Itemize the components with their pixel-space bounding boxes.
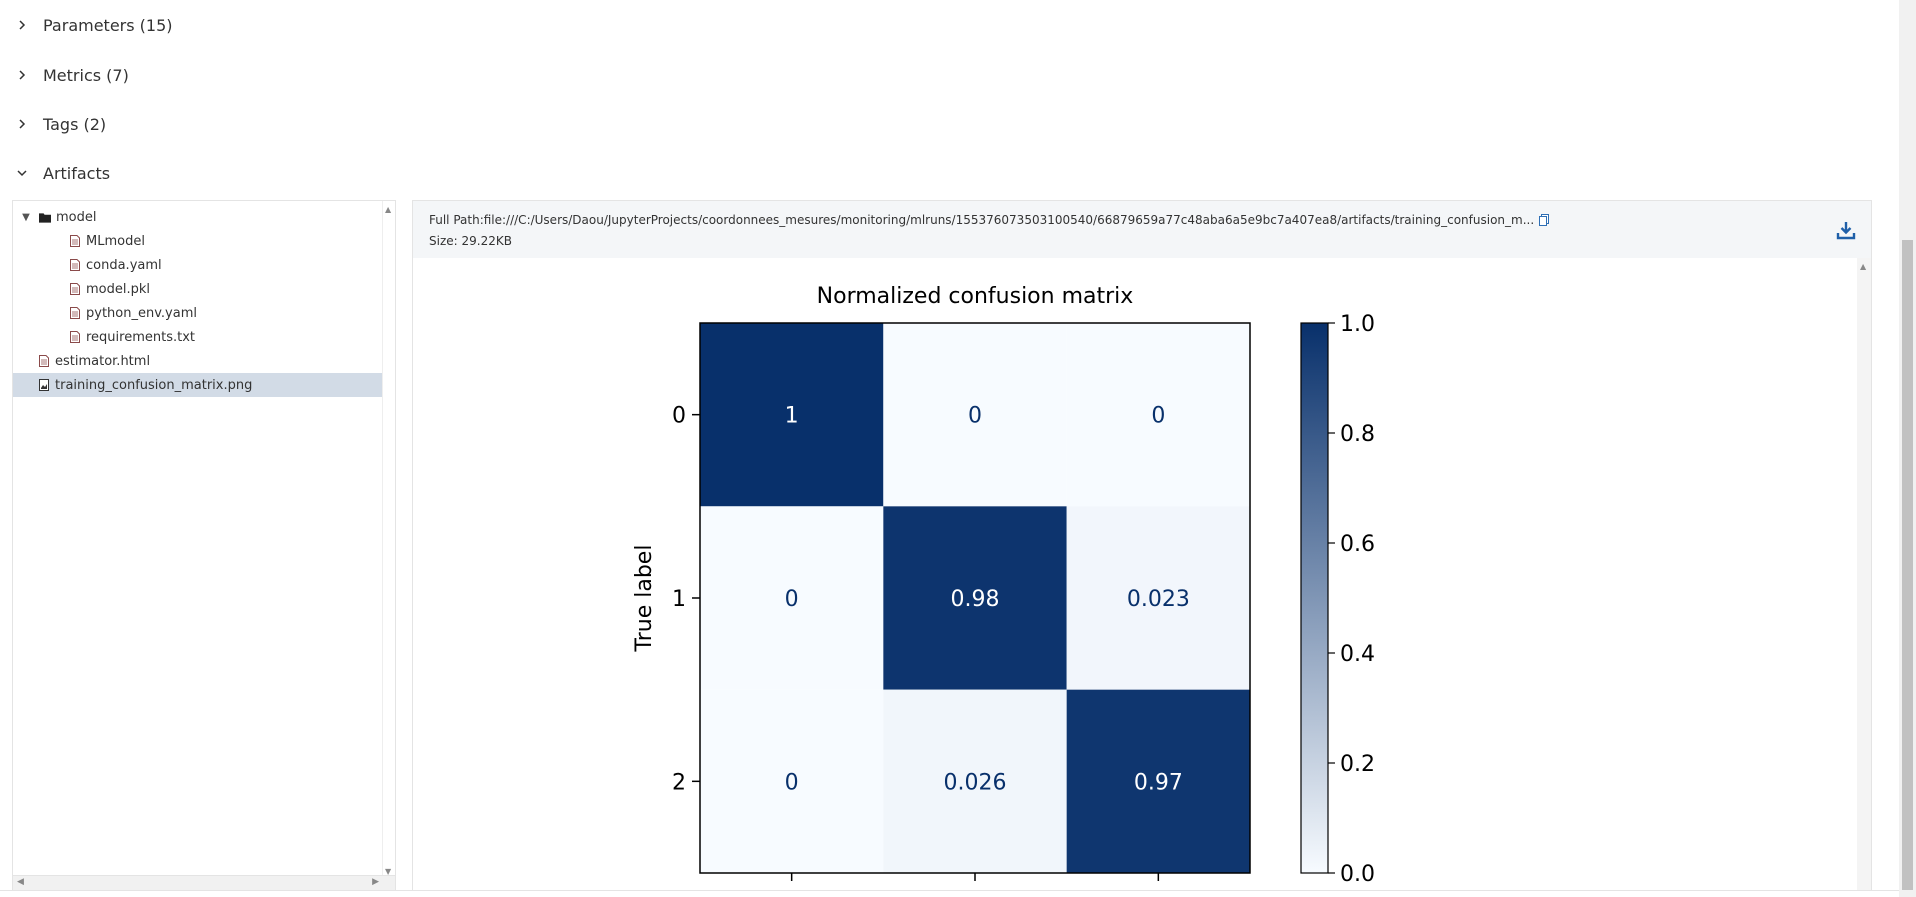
tree-vertical-scrollbar[interactable]: ▲ ▼ bbox=[382, 201, 395, 878]
cell-value-label: 0 bbox=[785, 770, 799, 795]
heatmap-cell bbox=[1066, 323, 1250, 507]
artifact-preview: Full Path:file:///C:/Users/Daou/JupyterP… bbox=[412, 200, 1872, 891]
tree-item-label: model bbox=[56, 209, 97, 225]
scroll-up-arrow-icon[interactable]: ▲ bbox=[385, 205, 392, 214]
section-title: Parameters (15) bbox=[43, 15, 173, 35]
colorbar-tick-label: 0.6 bbox=[1340, 532, 1375, 557]
tree-item-label: MLmodel bbox=[86, 233, 145, 249]
artifact-tree-list: ▼ model MLmodel conda.yaml model.pkl bbox=[13, 205, 383, 397]
tree-horizontal-scrollbar[interactable]: ◀ ▶ bbox=[13, 875, 395, 890]
tree-item-file[interactable]: model.pkl bbox=[13, 277, 383, 301]
tree-item-label: estimator.html bbox=[55, 353, 151, 369]
heatmap-cell bbox=[883, 506, 1067, 690]
colorbar-tick-label: 0.8 bbox=[1340, 422, 1375, 447]
heatmap-cell bbox=[883, 689, 1067, 873]
tree-item-label: requirements.txt bbox=[86, 329, 196, 345]
file-icon bbox=[69, 331, 81, 344]
download-icon[interactable] bbox=[1835, 219, 1857, 241]
colorbar-tick-label: 1.0 bbox=[1340, 312, 1375, 337]
heatmap-cell bbox=[700, 323, 884, 507]
scroll-up-arrow-icon[interactable]: ▲ bbox=[1860, 262, 1867, 271]
tree-item-image-selected[interactable]: training_confusion_matrix.png bbox=[13, 373, 383, 397]
cell-value-label: 0.023 bbox=[1127, 587, 1190, 612]
artifact-tree: ▼ model MLmodel conda.yaml model.pkl bbox=[12, 200, 396, 891]
full-path: Full Path:file:///C:/Users/Daou/JupyterP… bbox=[429, 213, 1550, 227]
heatmap-cell bbox=[700, 506, 884, 690]
colorbar-bar bbox=[1300, 322, 1329, 874]
cell-value-label: 0.97 bbox=[1134, 770, 1183, 795]
heatmap-cell bbox=[700, 689, 884, 873]
section-title: Tags (2) bbox=[43, 114, 107, 134]
file-icon bbox=[69, 307, 81, 320]
colorbar-tick-label: 0.0 bbox=[1340, 862, 1375, 887]
folder-icon bbox=[39, 211, 51, 224]
file-size: Size: 29.22KB bbox=[429, 234, 512, 248]
scroll-down-arrow-icon[interactable]: ▼ bbox=[385, 867, 392, 876]
tree-item-file[interactable]: conda.yaml bbox=[13, 253, 383, 277]
chevron-right-icon bbox=[14, 67, 30, 83]
tree-item-file[interactable]: estimator.html bbox=[13, 349, 383, 373]
chart-title: Normalized confusion matrix bbox=[817, 284, 1134, 309]
section-title: Metrics (7) bbox=[43, 65, 129, 85]
file-icon bbox=[69, 235, 81, 248]
tree-item-label: python_env.yaml bbox=[86, 305, 197, 321]
cell-value-label: 0.026 bbox=[944, 770, 1007, 795]
y-tick-label: 0 bbox=[672, 404, 686, 429]
tree-item-file[interactable]: python_env.yaml bbox=[13, 301, 383, 325]
page-vertical-scrollbar[interactable] bbox=[1899, 0, 1916, 897]
cell-value-label: 0 bbox=[968, 404, 982, 429]
heatmap-cell bbox=[1066, 689, 1250, 873]
section-tags[interactable]: Tags (2) bbox=[0, 104, 106, 144]
colorbar-tick-label: 0.4 bbox=[1340, 642, 1375, 667]
file-icon bbox=[69, 283, 81, 296]
chevron-right-icon bbox=[14, 17, 30, 33]
tree-item-file[interactable]: requirements.txt bbox=[13, 325, 383, 349]
section-parameters[interactable]: Parameters (15) bbox=[0, 5, 173, 45]
file-icon bbox=[69, 259, 81, 272]
full-path-text: Full Path:file:///C:/Users/Daou/JupyterP… bbox=[429, 213, 1535, 227]
tree-item-model-folder[interactable]: ▼ model bbox=[13, 205, 383, 229]
section-metrics[interactable]: Metrics (7) bbox=[0, 55, 129, 95]
tree-item-label: conda.yaml bbox=[86, 257, 162, 273]
file-icon bbox=[38, 355, 50, 368]
image-file-icon bbox=[38, 379, 50, 392]
chevron-down-icon bbox=[14, 165, 30, 181]
y-axis-label: True label bbox=[632, 545, 657, 653]
heatmap-cell bbox=[883, 323, 1067, 507]
colorbar-tick-label: 0.2 bbox=[1340, 752, 1375, 777]
colorbar: 0.0 0.2 0.4 0.6 0.8 1.0 bbox=[1300, 312, 1375, 887]
page-scrollbar-thumb[interactable] bbox=[1902, 240, 1913, 890]
tree-item-file[interactable]: MLmodel bbox=[13, 229, 383, 253]
confusion-matrix-chart: Normalized confusion matrix True label 1… bbox=[632, 284, 1375, 887]
y-tick-label: 2 bbox=[672, 770, 686, 795]
scroll-right-arrow-icon[interactable]: ▶ bbox=[372, 877, 379, 887]
section-title: Artifacts bbox=[43, 163, 111, 183]
preview-vertical-scrollbar[interactable]: ▲ bbox=[1857, 258, 1871, 890]
page-bottom-border bbox=[0, 890, 1899, 891]
heatmap-cells: 1 0 0 0 0.98 0.023 0 0.026 0.97 bbox=[700, 323, 1250, 873]
caret-down-icon[interactable]: ▼ bbox=[22, 211, 30, 223]
x-axis bbox=[790, 873, 1160, 881]
cell-value-label: 0 bbox=[1151, 404, 1165, 429]
scroll-left-arrow-icon[interactable]: ◀ bbox=[17, 877, 24, 887]
cell-value-label: 1 bbox=[785, 404, 799, 429]
y-axis: 0 1 2 bbox=[672, 404, 700, 795]
section-artifacts[interactable]: Artifacts bbox=[0, 153, 110, 193]
y-tick-label: 1 bbox=[672, 587, 686, 612]
chevron-right-icon bbox=[14, 116, 30, 132]
heatmap-cell bbox=[1066, 506, 1250, 690]
tree-item-label: model.pkl bbox=[86, 281, 151, 297]
copy-icon[interactable] bbox=[1539, 214, 1550, 226]
tree-item-label: training_confusion_matrix.png bbox=[55, 377, 253, 393]
cell-value-label: 0 bbox=[785, 587, 799, 612]
cell-value-label: 0.98 bbox=[951, 587, 1000, 612]
preview-header: Full Path:file:///C:/Users/Daou/JupyterP… bbox=[413, 201, 1871, 258]
